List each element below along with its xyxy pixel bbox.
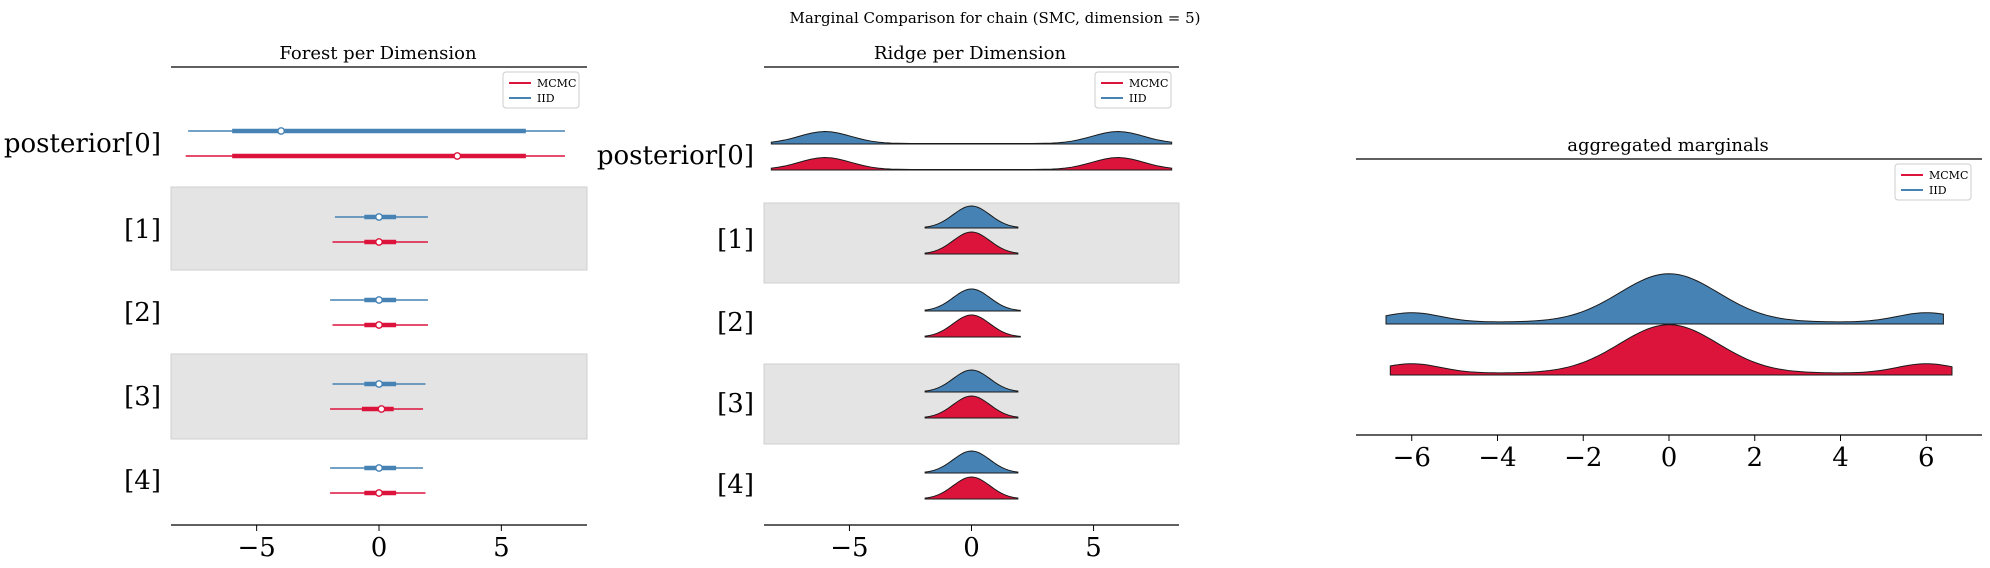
point-estimate: [377, 405, 386, 413]
legend-label-mcmc: MCMC: [1129, 77, 1168, 90]
row-label: [2]: [124, 298, 161, 328]
row-band: [170, 353, 588, 440]
aggregate-mcmc: [1389, 324, 1953, 376]
ridge-mcmc: [924, 231, 1019, 255]
point-estimate: [375, 380, 383, 388]
aggregate-x-tick-label: 4: [1832, 443, 1849, 473]
ridge-x-tick-label: 0: [963, 533, 980, 563]
aggregate-x-tick-label: −4: [1478, 443, 1516, 473]
ridge-iid: [924, 288, 1021, 312]
point-estimate: [277, 127, 286, 135]
forest-x-tick-label: −5: [237, 533, 275, 563]
ridge-iid: [924, 369, 1019, 393]
figure-title: Marginal Comparison for chain (SMC, dime…: [789, 9, 1200, 27]
aggregate-title: aggregated marginals: [1567, 135, 1768, 156]
row-label: [4]: [124, 466, 161, 496]
aggregate-panel: aggregated marginals −6 −4 −2 0 2 4 6 MCMC IID: [1356, 135, 1982, 473]
ridge-mcmc: [924, 476, 1019, 500]
row-label: [2]: [717, 308, 754, 338]
ridge-iid: [924, 450, 1019, 474]
forest-title: Forest per Dimension: [279, 43, 477, 64]
ridge-mcmc: [924, 395, 1019, 419]
forest-panel: Forest per Dimension posterior[0] [1] [2] […: [4, 43, 588, 563]
row-label: [4]: [717, 470, 754, 500]
point-estimate: [375, 296, 383, 304]
ridge-mcmc: [924, 314, 1021, 338]
legend-label-iid: IID: [1129, 92, 1147, 105]
aggregate-x-tick-label: 0: [1661, 443, 1678, 473]
aggregate-x-tick-label: 6: [1918, 443, 1935, 473]
legend-label-iid: IID: [1929, 184, 1947, 197]
row-label: [3]: [124, 382, 161, 412]
legend-label-iid: IID: [537, 92, 555, 105]
legend-label-mcmc: MCMC: [537, 77, 576, 90]
aggregate-x-tick-label: −6: [1393, 443, 1431, 473]
row-label: [3]: [717, 389, 754, 419]
ridge-x-tick-label: 5: [1085, 533, 1102, 563]
row-band: [170, 186, 588, 271]
row-label: [1]: [717, 225, 754, 255]
point-estimate: [375, 213, 383, 221]
point-estimate: [375, 464, 383, 472]
legend-label-mcmc: MCMC: [1929, 169, 1968, 182]
ridge-title: Ridge per Dimension: [874, 43, 1067, 64]
point-estimate: [453, 152, 462, 160]
point-estimate: [375, 489, 383, 497]
point-estimate: [375, 238, 383, 246]
aggregate-x-tick-label: −2: [1564, 443, 1602, 473]
ridge-x-tick-label: −5: [830, 533, 868, 563]
aggregate-iid: [1385, 273, 1944, 325]
ridge-panel: Ridge per Dimension posterior[0] [1] [2] [3…: [597, 43, 1180, 563]
ridge-iid: [924, 205, 1019, 229]
row-label: posterior[0]: [4, 129, 161, 159]
row-label: [1]: [124, 215, 161, 245]
forest-x-tick-label: 5: [493, 533, 510, 563]
row-label: posterior[0]: [597, 141, 754, 171]
aggregate-x-tick-label: 2: [1746, 443, 1763, 473]
point-estimate: [375, 321, 383, 329]
ridge-mcmc: [770, 157, 1173, 171]
forest-x-tick-label: 0: [371, 533, 388, 563]
ridge-iid: [770, 131, 1173, 145]
